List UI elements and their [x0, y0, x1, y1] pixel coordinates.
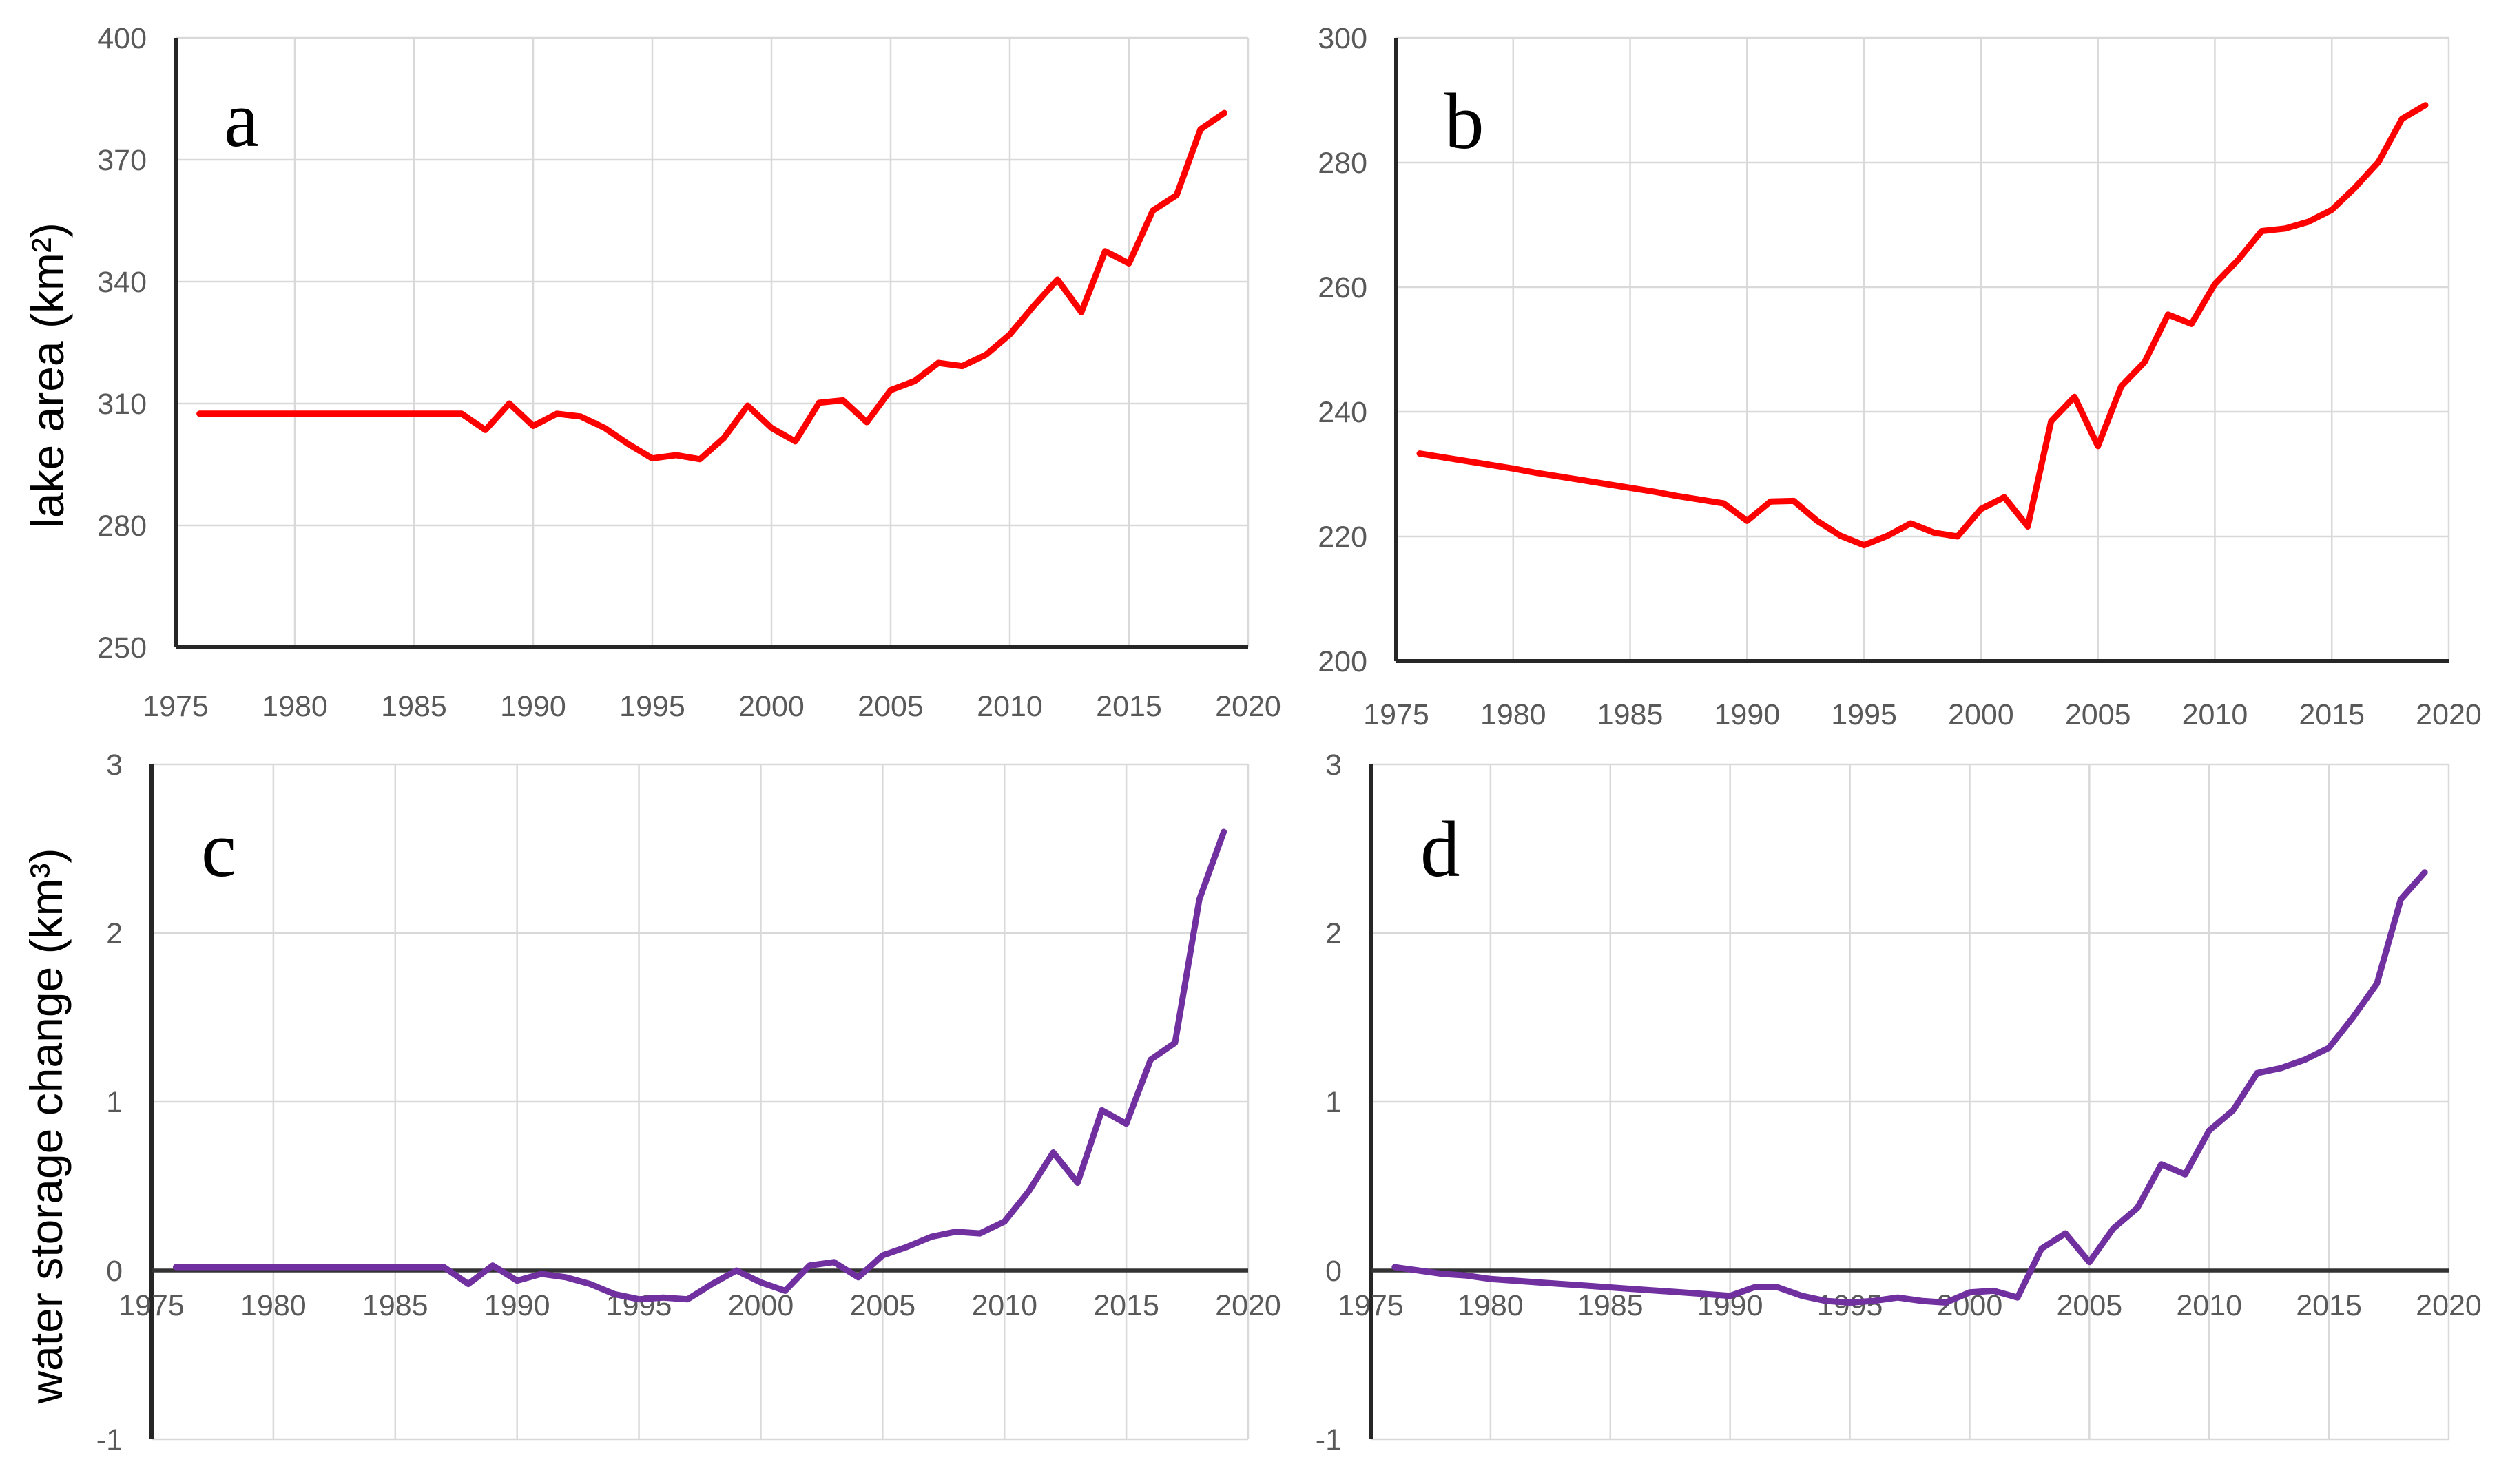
y-tick-label: 250: [97, 631, 147, 665]
x-tick-label: 1975: [1363, 698, 1429, 731]
lake-area-line-b: [1416, 102, 2429, 549]
x-tick-label: 2020: [2416, 1289, 2482, 1322]
x-tick-label: 1990: [1714, 698, 1780, 731]
x-tick-label: 1980: [1480, 698, 1546, 731]
x-tick-label: 2000: [738, 690, 805, 723]
y-tick-label: 280: [97, 510, 147, 543]
x-tick-label: 1995: [1831, 698, 1897, 731]
y-tick-label: 370: [97, 144, 147, 177]
y-tick-label: 340: [97, 266, 147, 299]
x-tick-label: 1985: [1597, 698, 1663, 731]
y-tick-label: 2: [1325, 917, 1342, 950]
x-tick-label: 2005: [2065, 698, 2131, 731]
panel-b-chart: 200 220 240 260 280 300 1975 1980 1985 1990 1995 20…: [1318, 22, 2482, 731]
x-tick-label: 1995: [1817, 1289, 1883, 1322]
x-tick-label: 1980: [240, 1289, 307, 1322]
x-tick-label: 2010: [971, 1289, 1037, 1322]
storage-change-line-c: [172, 828, 1227, 1303]
x-tick-label: 1995: [619, 690, 685, 723]
y-tick-label: 240: [1318, 396, 1367, 429]
x-tick-label: 1990: [484, 1289, 550, 1322]
y-tick-label: 0: [1325, 1255, 1342, 1288]
x-tick-label: 2005: [849, 1289, 915, 1322]
x-tick-label: 2005: [2056, 1289, 2122, 1322]
x-tick-label: 1975: [118, 1289, 185, 1322]
x-tick-label: 1980: [1458, 1289, 1524, 1322]
y-tick-label: 220: [1318, 521, 1367, 554]
x-tick-label: 1985: [1577, 1289, 1644, 1322]
x-tick-label: 1980: [262, 690, 328, 723]
x-tick-label: 2015: [2296, 1289, 2362, 1322]
y-tick-label: 1: [106, 1086, 123, 1119]
x-tick-label: 1975: [143, 690, 209, 723]
x-tick-label: 2010: [977, 690, 1043, 723]
x-tick-label: 2015: [1096, 690, 1162, 723]
x-tick-label: 2010: [2182, 698, 2248, 731]
panel-d-letter: d: [1420, 806, 1460, 893]
y-tick-label: 3: [1325, 749, 1342, 782]
y-tick-label: 280: [1318, 147, 1367, 180]
y-tick-label: 3: [106, 749, 123, 782]
x-tick-label: 2000: [1948, 698, 2014, 731]
panel-a-letter: a: [224, 76, 259, 163]
x-tick-label: 1985: [381, 690, 447, 723]
x-tick-label: 2015: [2299, 698, 2365, 731]
panel-c-letter: c: [201, 806, 236, 893]
y-tick-label: 1: [1325, 1086, 1342, 1119]
panel-a-chart: 250 280 310 340 370 400 1975 1980 1985 1990 1995 20…: [97, 22, 1281, 723]
panel-b-letter: b: [1444, 78, 1484, 165]
x-tick-label: 2010: [2176, 1289, 2242, 1322]
row2-y-axis-title: water storage change (km³): [21, 848, 72, 1404]
y-tick-label: 260: [1318, 271, 1367, 304]
x-tick-label: 2020: [1215, 1289, 1281, 1322]
y-tick-label: -1: [1316, 1423, 1342, 1456]
x-tick-label: 1975: [1338, 1289, 1404, 1322]
y-tick-label: 200: [1318, 645, 1367, 678]
x-tick-label: 2020: [1215, 690, 1281, 723]
y-tick-label: 300: [1318, 22, 1367, 55]
y-tick-label: 400: [97, 22, 147, 55]
x-tick-label: 2000: [728, 1289, 794, 1322]
y-tick-label: 2: [106, 917, 123, 950]
y-tick-label: 0: [106, 1255, 123, 1288]
y-tick-label: -1: [96, 1423, 123, 1456]
x-tick-label: 2005: [858, 690, 924, 723]
lake-area-line-a: [196, 109, 1227, 463]
x-tick-label: 2020: [2416, 698, 2482, 731]
x-tick-label: 2015: [1093, 1289, 1159, 1322]
x-tick-label: 1985: [362, 1289, 428, 1322]
y-tick-label: 310: [97, 388, 147, 421]
x-tick-label: 1990: [500, 690, 566, 723]
storage-change-line-d: [1391, 869, 2428, 1306]
